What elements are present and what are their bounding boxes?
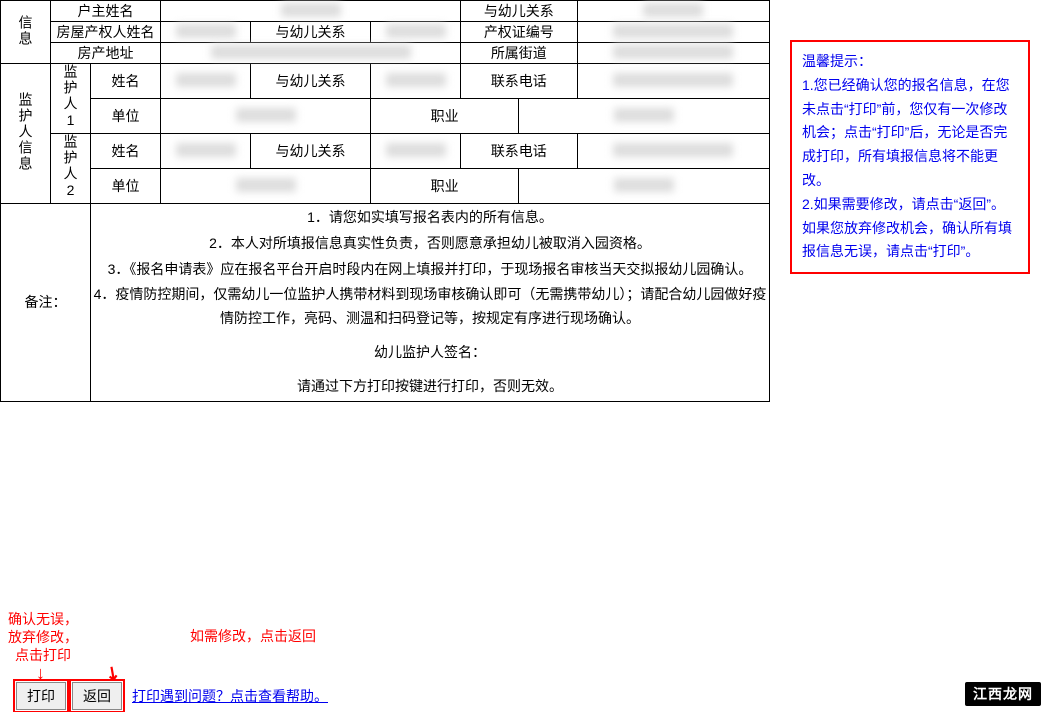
value-property-owner: [161, 22, 251, 43]
value-g1-phone: [577, 64, 769, 99]
value-g2-name: [161, 134, 251, 169]
value-address: [161, 43, 461, 64]
label-g2-phone: 联系电话: [461, 134, 578, 169]
back-button[interactable]: 返回: [72, 682, 122, 710]
label-property-owner: 房屋产权人姓名: [51, 22, 161, 43]
label-g1-relation: 与幼儿关系: [251, 64, 371, 99]
value-relation-2: [371, 22, 461, 43]
value-householder-name: [161, 1, 461, 22]
value-g1-relation: [371, 64, 461, 99]
tip-title: 温馨提示：: [802, 50, 1018, 74]
annotation-return: 如需修改，点击返回: [190, 627, 316, 645]
note-line-1: 1．请您如实填写报名表内的所有信息。: [91, 206, 769, 230]
tip-box: 温馨提示： 1.您已经确认您的报名信息，在您未点击“打印”前，您仅有一次修改机会…: [790, 40, 1030, 274]
value-relation-1: [577, 1, 769, 22]
help-link[interactable]: 打印遇到问题？点击查看帮助。: [132, 686, 328, 706]
form-container: 信息 户主姓名 与幼儿关系 房屋产权人姓名 与幼儿关系 产权证编号 房产地址 所…: [0, 0, 770, 402]
section-label-guardian-info: 监护人信息: [14, 88, 38, 176]
label-g1-unit: 单位: [91, 99, 161, 134]
annotation-print: 确认无误，放弃修改，点击打印: [8, 610, 78, 665]
note-line-4: 4．疫情防控期间，仅需幼儿一位监护人携带材料到现场审核确认即可（无需携带幼儿）；…: [91, 283, 769, 331]
label-cert-no: 产权证编号: [461, 22, 578, 43]
label-g1-phone: 联系电话: [461, 64, 578, 99]
arrow-down-icon: ↓: [36, 663, 45, 684]
label-g2-occupation: 职业: [371, 169, 519, 204]
label-g1-name: 姓名: [91, 64, 161, 99]
value-cert-no: [577, 22, 769, 43]
label-g2-unit: 单位: [91, 169, 161, 204]
value-g1-name: [161, 64, 251, 99]
section-label-info: 信息: [14, 11, 38, 51]
note-line-2: 2．本人对所填报信息真实性负责，否则愿意承担幼儿被取消入园资格。: [91, 232, 769, 256]
label-relation-1: 与幼儿关系: [461, 1, 578, 22]
label-relation-2: 与幼儿关系: [251, 22, 371, 43]
print-button[interactable]: 打印: [16, 682, 66, 710]
label-g2-relation: 与幼儿关系: [251, 134, 371, 169]
label-g2-name: 姓名: [91, 134, 161, 169]
value-g2-unit: [161, 169, 371, 204]
remarks-content: 1．请您如实填写报名表内的所有信息。 2．本人对所填报信息真实性负责，否则愿意承…: [91, 204, 770, 402]
section-label-guardian1: 监护人1: [61, 64, 81, 130]
value-street: [577, 43, 769, 64]
label-g1-occupation: 职业: [371, 99, 519, 134]
tip-p2: 2.如果需要修改，请点击“返回”。如果您放弃修改机会，确认所有填报信息无误，请点…: [802, 193, 1018, 264]
label-address: 房产地址: [51, 43, 161, 64]
value-g2-relation: [371, 134, 461, 169]
value-g2-occupation: [519, 169, 770, 204]
value-g2-phone: [577, 134, 769, 169]
value-g1-unit: [161, 99, 371, 134]
note-line-3: 3．《报名申请表》应在报名平台开启时段内在网上填报并打印，于现场报名审核当天交拟…: [91, 258, 769, 282]
label-householder-name: 户主姓名: [51, 1, 161, 22]
form-table: 信息 户主姓名 与幼儿关系 房屋产权人姓名 与幼儿关系 产权证编号 房产地址 所…: [0, 0, 770, 402]
value-g1-occupation: [519, 99, 770, 134]
watermark: 江西龙网: [965, 682, 1041, 706]
button-row: 打印 返回 打印遇到问题？点击查看帮助。: [16, 682, 328, 710]
label-street: 所属街道: [461, 43, 578, 64]
tip-p1: 1.您已经确认您的报名信息，在您未点击“打印”前，您仅有一次修改机会；点击“打印…: [802, 74, 1018, 193]
note-final-line: 请通过下方打印按键进行打印，否则无效。: [91, 375, 769, 399]
section-label-guardian2: 监护人2: [61, 134, 81, 200]
label-remarks: 备注：: [1, 204, 91, 402]
note-sign-line: 幼儿监护人签名：: [91, 341, 769, 365]
